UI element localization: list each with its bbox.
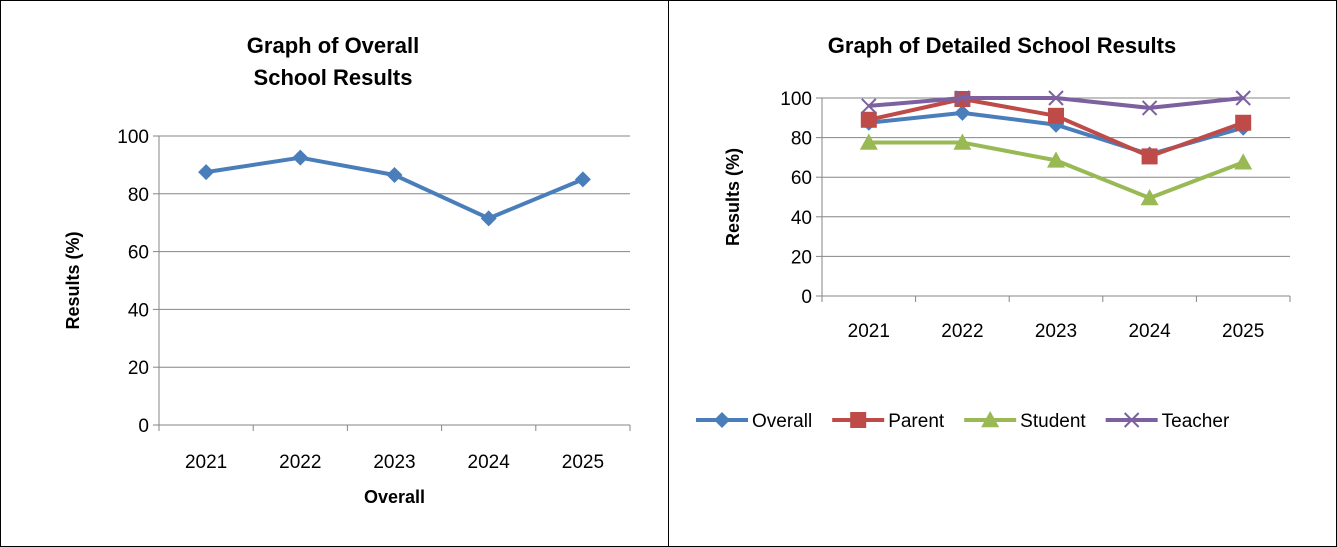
detailed-chart-panel: Graph of Detailed School Results 0 20 40 60 8… [668,0,1337,547]
x-axis-title: Overall [364,487,425,507]
y-tick-label: 80 [791,129,812,150]
data-point-overall [386,167,403,184]
y-tick-label: 20 [128,358,149,379]
legend-label-teacher: Teacher [1162,411,1230,432]
legend-marker-parent [850,412,867,428]
y-tick-label: 0 [801,287,812,308]
data-point-student [1047,151,1065,168]
y-tick-label: 100 [780,89,812,110]
y-tick-label: 40 [128,300,149,321]
data-point-overall [574,171,591,188]
y-tick-label: 40 [791,208,812,229]
data-point-overall [198,164,215,181]
data-point-teacher [1048,90,1064,106]
y-tick-label: 100 [117,127,149,148]
data-point-student [1234,153,1253,170]
x-tick-label: 2021 [848,321,890,342]
data-point-overall [954,104,971,121]
y-tick-label: 20 [791,247,812,268]
chart-title: Graph of Detailed School Results [828,33,1176,58]
x-tick-label: 2023 [373,452,415,473]
data-point-parent [1235,114,1252,131]
y-tick-label: 60 [791,168,812,189]
data-point-teacher [1235,90,1251,106]
data-point-student [859,133,878,150]
detailed-results-chart: Graph of Detailed School Results 0 20 40 60 8… [696,33,1291,432]
data-point-student [1140,188,1159,206]
legend-label-parent: Parent [888,411,945,432]
legend-marker-overall [714,412,730,428]
x-tick-label: 2024 [468,452,511,473]
overall-chart-panel: Graph of Overall School Results 0 20 40 60 80 1… [0,0,669,547]
legend-marker-teacher [1123,412,1140,428]
legend-label-overall: Overall [752,411,812,432]
x-tick-label: 2024 [1128,321,1171,342]
data-point-teacher [861,98,877,114]
x-tick-label: 2025 [1222,321,1264,342]
y-tick-label: 60 [128,243,149,264]
x-tick-label: 2021 [185,452,227,473]
series-line-student [868,140,1244,200]
data-point-overall [292,149,309,166]
y-tick-label: 0 [138,416,149,437]
data-point-parent [1048,107,1064,124]
chart-title: School Results [254,65,413,90]
x-tick-label: 2025 [562,452,604,473]
data-point-teacher [954,90,971,106]
data-point-teacher [1141,100,1158,116]
y-axis-title: Results (%) [63,231,83,329]
series-line-overall [205,155,584,221]
x-tick-label: 2023 [1035,321,1077,342]
legend-label-student: Student [1020,411,1086,432]
data-point-parent [860,111,877,128]
data-point-parent [1141,148,1158,165]
data-point-student [953,133,972,150]
data-point-overall [480,210,497,227]
x-tick-label: 2022 [941,321,983,342]
legend-marker-student [981,411,1000,428]
overall-results-chart: Graph of Overall School Results 0 20 40 60 80 1… [63,33,631,507]
y-tick-label: 80 [128,185,149,206]
chart-title: Graph of Overall [247,33,419,58]
y-axis-title: Results (%) [723,148,743,246]
x-tick-label: 2022 [279,452,321,473]
